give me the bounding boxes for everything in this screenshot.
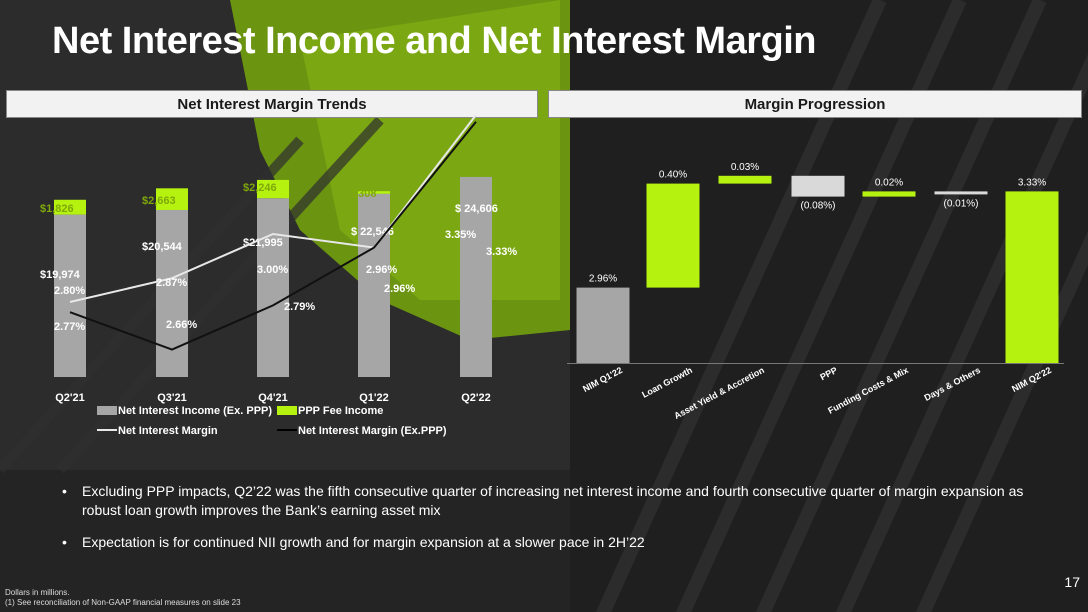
waterfall-data-label: 0.03% bbox=[731, 162, 759, 173]
bullet-text: Expectation is for continued NII growth … bbox=[82, 534, 645, 550]
x-tick-label: Loan Growth bbox=[640, 365, 694, 400]
nii-data-label: $19,974 bbox=[40, 269, 81, 281]
x-tick-label: Funding Costs & Mix bbox=[826, 365, 910, 416]
nii-data-label: $ 24,606 bbox=[455, 203, 498, 215]
waterfall-data-label: 3.33% bbox=[1018, 177, 1046, 188]
nim-trends-chart: $19,974 $1,826 Q2'21 $20,544 $2,663 Q3'21 $21,… bbox=[40, 114, 517, 437]
nim-ex-ppp-data-label: 2.96% bbox=[384, 283, 415, 295]
legend-label: Net Interest Margin bbox=[118, 425, 218, 437]
x-tick-label: Days & Others bbox=[922, 365, 981, 403]
x-tick-label: PPP bbox=[818, 365, 839, 382]
nim-ex-ppp-data-label: 2.66% bbox=[166, 319, 197, 331]
waterfall-data-label: 0.40% bbox=[659, 170, 687, 181]
legend-label: Net Interest Income (Ex. PPP) bbox=[118, 405, 272, 417]
legend-label: PPP Fee Income bbox=[298, 405, 383, 417]
nim-ex-ppp-data-label: 2.79% bbox=[284, 301, 315, 313]
panel-title-nim-trends: Net Interest Margin Trends bbox=[6, 90, 538, 118]
waterfall-bar bbox=[791, 175, 845, 197]
waterfall-data-label: 2.96% bbox=[589, 274, 617, 285]
legend-swatch bbox=[97, 406, 117, 415]
footnote: Dollars in millions. (1) See reconciliat… bbox=[5, 588, 241, 608]
waterfall-bar bbox=[862, 191, 916, 197]
x-tick-label: Q2'21 bbox=[55, 392, 85, 404]
ppp-data-label: $1,826 bbox=[40, 203, 74, 215]
ppp-bar bbox=[257, 179, 289, 199]
ppp-data-label: $308 bbox=[352, 188, 376, 200]
nii-bar bbox=[358, 193, 390, 377]
nii-bar bbox=[257, 198, 289, 377]
ppp-data-label: $2,246 bbox=[243, 182, 277, 194]
nim-ex-ppp-data-label: 2.77% bbox=[54, 321, 85, 333]
nim-data-label: 2.87% bbox=[156, 277, 187, 289]
waterfall-data-label: (0.01%) bbox=[943, 198, 978, 209]
nim-data-label: 3.00% bbox=[257, 264, 288, 276]
bullet-item: • Excluding PPP impacts, Q2’22 was the f… bbox=[62, 482, 1052, 520]
nim-line bbox=[69, 114, 477, 303]
footnote-line: Dollars in millions. bbox=[5, 588, 70, 597]
slide-title: Net Interest Income and Net Interest Mar… bbox=[52, 20, 817, 62]
waterfall-data-label: (0.08%) bbox=[800, 201, 835, 212]
nim-data-label: 2.80% bbox=[54, 285, 85, 297]
x-tick-label: Q4'21 bbox=[258, 392, 288, 404]
x-tick-label: Q1'22 bbox=[359, 392, 389, 404]
nii-bar bbox=[54, 214, 86, 377]
bullet-dot: • bbox=[62, 483, 67, 499]
nim-data-label: 2.96% bbox=[366, 264, 397, 276]
panel-title-margin-progression: Margin Progression bbox=[548, 90, 1082, 118]
bullet-text: Excluding PPP impacts, Q2’22 was the fif… bbox=[82, 483, 1024, 518]
waterfall-bar bbox=[646, 183, 700, 288]
nim-ex-ppp-data-label: 3.33% bbox=[486, 246, 517, 258]
x-tick-label: NIM Q2'22 bbox=[1010, 365, 1053, 394]
x-tick-label: NIM Q1'22 bbox=[581, 365, 624, 394]
waterfall-bar bbox=[576, 287, 630, 363]
nii-bar bbox=[460, 176, 492, 377]
ppp-bar bbox=[358, 191, 390, 194]
ppp-bar bbox=[156, 188, 188, 210]
x-tick-label: Q2'22 bbox=[461, 392, 491, 404]
nim-data-label: 3.35% bbox=[445, 229, 476, 241]
nii-data-label: $21,995 bbox=[243, 237, 283, 249]
waterfall-bar bbox=[718, 175, 772, 184]
nim-ex-ppp-line bbox=[69, 121, 477, 351]
x-tick-label: Q3'21 bbox=[157, 392, 187, 404]
waterfall-bar bbox=[934, 191, 988, 195]
ppp-bar bbox=[54, 199, 86, 215]
margin-progression-chart: 2.96%NIM Q1'220.40%Loan Growth0.03%Asset… bbox=[567, 162, 1064, 421]
bullet-dot: • bbox=[62, 534, 67, 550]
legend-swatch bbox=[277, 406, 297, 415]
footnote-line: (1) See reconciliation of Non-GAAP finan… bbox=[5, 598, 241, 607]
ppp-data-label: $2,663 bbox=[142, 195, 176, 207]
bullet-list: • Excluding PPP impacts, Q2’22 was the f… bbox=[62, 482, 1052, 565]
waterfall-bar bbox=[1005, 191, 1059, 363]
nii-data-label: $20,544 bbox=[142, 241, 183, 253]
waterfall-data-label: 0.02% bbox=[875, 177, 903, 188]
legend-label: Net Interest Margin (Ex.PPP) bbox=[298, 425, 447, 437]
page-number: 17 bbox=[1064, 574, 1080, 590]
bullet-item: • Expectation is for continued NII growt… bbox=[62, 533, 1052, 552]
